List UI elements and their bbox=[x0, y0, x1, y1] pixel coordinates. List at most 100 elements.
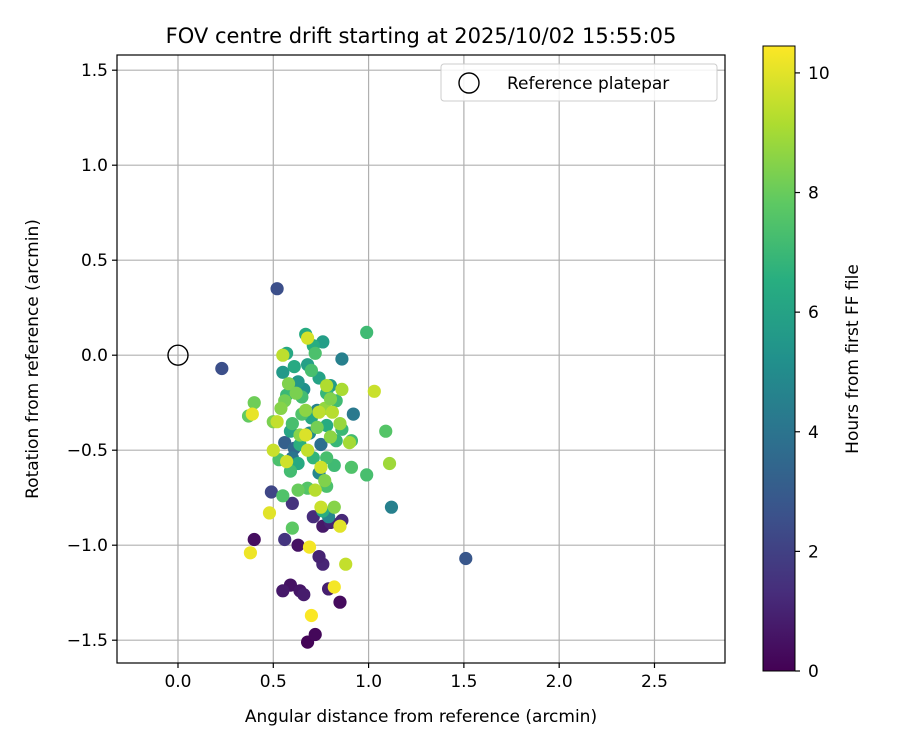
data-point bbox=[323, 430, 338, 444]
grid-lines bbox=[117, 55, 725, 663]
data-point bbox=[274, 401, 288, 415]
data-point bbox=[333, 417, 347, 431]
data-point bbox=[346, 407, 360, 421]
x-tick-label: 0.0 bbox=[164, 672, 191, 692]
data-point bbox=[382, 456, 397, 471]
x-tick-label: 1.5 bbox=[450, 672, 477, 692]
colorbar-tick-label: 4 bbox=[808, 423, 819, 443]
data-point bbox=[327, 500, 341, 514]
data-point bbox=[342, 436, 357, 450]
data-point bbox=[291, 483, 305, 497]
y-axis-label: Rotation from reference (arcmin) bbox=[23, 219, 43, 499]
data-point bbox=[360, 325, 374, 339]
data-point bbox=[308, 483, 322, 497]
y-tick-label: 1.5 bbox=[81, 61, 108, 81]
reference-platepar-marker bbox=[167, 344, 189, 366]
colorbar-tick-label: 8 bbox=[808, 184, 819, 204]
data-point bbox=[323, 392, 338, 406]
data-point bbox=[314, 500, 328, 514]
data-points bbox=[215, 282, 473, 649]
data-point bbox=[245, 407, 259, 421]
data-point bbox=[285, 417, 299, 431]
chart-title: FOV centre drift starting at 2025/10/02 … bbox=[166, 24, 677, 48]
data-point bbox=[276, 489, 290, 503]
y-tick-label: −1.5 bbox=[67, 631, 108, 651]
data-point bbox=[325, 405, 339, 419]
data-point bbox=[270, 282, 284, 296]
data-point bbox=[367, 384, 381, 398]
plot-frame bbox=[116, 54, 726, 664]
data-point bbox=[297, 588, 311, 602]
legend-box bbox=[440, 63, 718, 102]
data-point bbox=[312, 550, 326, 564]
data-point bbox=[278, 436, 292, 450]
data-point bbox=[215, 361, 229, 376]
colorbar-ticks: 0 2 4 6 8 10 bbox=[795, 64, 830, 682]
legend-marker bbox=[458, 72, 480, 94]
data-point bbox=[308, 627, 322, 642]
data-point bbox=[312, 405, 326, 419]
data-point bbox=[270, 415, 284, 429]
x-axis-ticks: 0.0 0.5 1.0 1.5 2.0 2.5 bbox=[164, 663, 668, 692]
data-point bbox=[276, 365, 290, 379]
colorbar-label: Hours from first FF file bbox=[843, 264, 863, 454]
data-point bbox=[314, 460, 328, 474]
colorbar-gradient bbox=[763, 46, 795, 671]
y-tick-label: 0.0 bbox=[81, 346, 108, 366]
data-point bbox=[310, 420, 324, 434]
data-point bbox=[304, 608, 319, 623]
legend-label: Reference platepar bbox=[507, 74, 669, 94]
data-point bbox=[344, 460, 359, 474]
reference-marker-group bbox=[167, 344, 189, 366]
data-point bbox=[333, 519, 347, 533]
data-point bbox=[285, 496, 299, 510]
data-point bbox=[335, 382, 349, 396]
data-point bbox=[306, 510, 320, 524]
data-point bbox=[243, 546, 258, 560]
data-point bbox=[304, 363, 319, 377]
data-point bbox=[327, 580, 341, 594]
data-point bbox=[379, 424, 393, 438]
data-point bbox=[339, 557, 353, 571]
data-point bbox=[300, 443, 315, 457]
data-point bbox=[302, 540, 317, 554]
data-point bbox=[289, 386, 303, 400]
legend: Reference platepar bbox=[440, 63, 718, 102]
data-point bbox=[299, 403, 313, 417]
x-axis-label: Angular distance from reference (arcmin) bbox=[245, 707, 597, 727]
data-point bbox=[308, 346, 322, 360]
data-point bbox=[278, 532, 292, 547]
data-point bbox=[291, 538, 305, 552]
data-point bbox=[281, 377, 296, 391]
y-axis-ticks: −1.5 −1.0 −0.5 0.0 0.5 1.0 1.5 bbox=[67, 61, 117, 651]
data-point bbox=[262, 506, 277, 520]
data-point bbox=[320, 379, 334, 393]
data-point bbox=[276, 348, 290, 362]
data-point bbox=[299, 428, 313, 442]
y-tick-label: 1.0 bbox=[81, 156, 108, 176]
colorbar-tick-label: 6 bbox=[808, 303, 819, 323]
data-point bbox=[280, 455, 294, 469]
x-tick-label: 1.0 bbox=[355, 672, 382, 692]
x-tick-label: 2.5 bbox=[641, 672, 668, 692]
colorbar: 0 2 4 6 8 10 Hours from first FF file bbox=[762, 45, 863, 682]
colorbar-frame bbox=[762, 45, 796, 672]
x-tick-label: 0.5 bbox=[260, 672, 287, 692]
x-tick-label: 2.0 bbox=[546, 672, 573, 692]
y-tick-label: −1.0 bbox=[67, 536, 108, 556]
data-point bbox=[287, 360, 301, 374]
data-point bbox=[333, 595, 347, 609]
y-tick-label: 0.5 bbox=[81, 251, 108, 271]
data-point bbox=[266, 443, 280, 457]
data-point bbox=[318, 474, 332, 488]
data-point bbox=[264, 485, 278, 499]
data-point bbox=[247, 396, 261, 410]
colorbar-tick-label: 0 bbox=[808, 662, 819, 682]
data-point bbox=[459, 551, 473, 566]
data-point bbox=[300, 331, 315, 345]
data-point bbox=[247, 532, 261, 547]
data-point bbox=[335, 352, 349, 366]
data-point bbox=[384, 500, 399, 514]
colorbar-tick-label: 10 bbox=[808, 64, 830, 84]
